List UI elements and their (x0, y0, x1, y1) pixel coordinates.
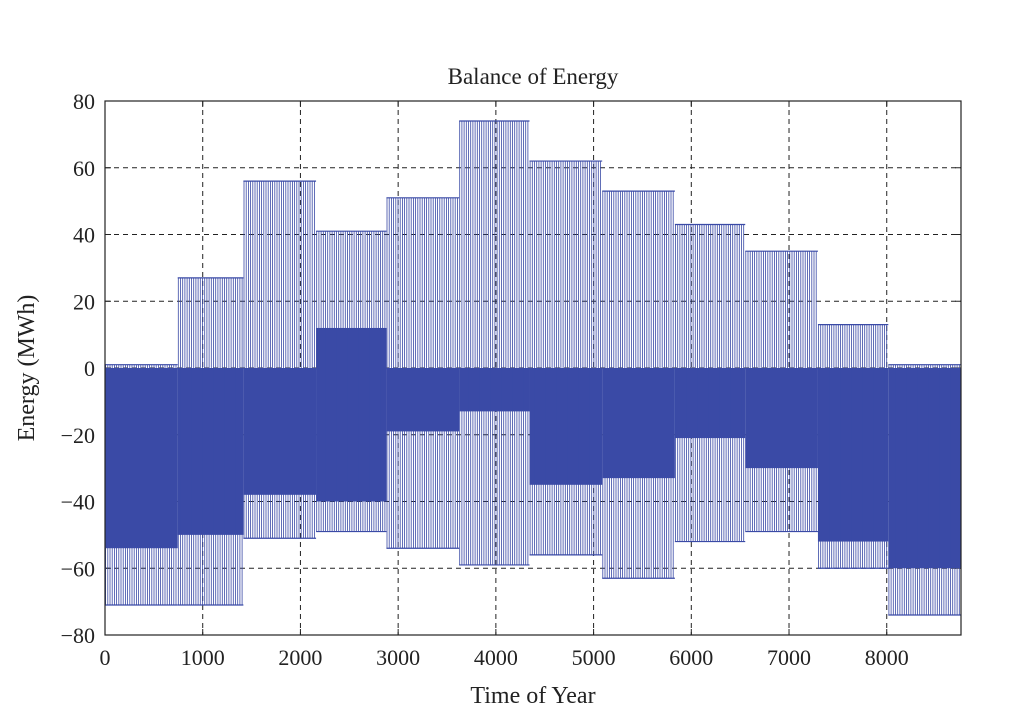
x-axis-label: Time of Year (470, 683, 595, 709)
month-block (243, 180, 317, 539)
month-block (817, 324, 889, 569)
y-tick-labels: −80 −60 −40 −20 0 20 40 60 80 (61, 89, 95, 648)
month-block (529, 160, 603, 556)
plot-frame (104, 100, 962, 636)
month-block (602, 190, 675, 579)
y-tick-label: 20 (73, 289, 95, 314)
month-block (888, 364, 961, 616)
hourly-spikes (529, 161, 601, 555)
y-tick-label: −40 (61, 490, 95, 515)
y-tick-label: −60 (61, 556, 95, 581)
hourly-spikes (459, 121, 529, 565)
dense-core-bar (602, 368, 675, 479)
dense-core-bar (105, 368, 178, 549)
hourly-spikes (745, 251, 817, 532)
hourly-spikes (316, 231, 386, 532)
y-tick-label: −80 (61, 623, 95, 648)
month-block (105, 364, 178, 606)
hourly-spikes (888, 364, 960, 615)
x-tick-label: 1000 (181, 645, 225, 670)
x-tick-label: 4000 (474, 645, 518, 670)
hourly-spikes (818, 324, 888, 569)
month-block (745, 250, 818, 533)
hourly-spikes (386, 197, 458, 549)
x-tick-label: 7000 (767, 645, 811, 670)
month-block (459, 120, 530, 566)
chart-title: Balance of Energy (448, 64, 619, 89)
x-tick-label: 6000 (669, 645, 713, 670)
x-tick-labels: 0 1000 2000 3000 4000 5000 6000 7000 8000 (100, 645, 909, 670)
dense-core-bar (888, 368, 961, 569)
x-tick-label: 2000 (278, 645, 322, 670)
hourly-spikes (602, 191, 674, 579)
month-block (674, 223, 746, 543)
month-block (177, 277, 244, 606)
month-block (386, 197, 460, 549)
y-axis-label: Energy (MWh) (14, 295, 40, 442)
data-layer (105, 120, 961, 616)
dense-core-bar (529, 368, 603, 485)
dense-core-bar (745, 368, 818, 469)
hourly-spikes (177, 277, 243, 605)
x-tick-label: 8000 (865, 645, 909, 670)
y-tick-label: −20 (61, 423, 95, 448)
hourly-spikes (243, 181, 315, 539)
dense-core-bar (386, 368, 460, 432)
month-block (316, 230, 387, 533)
x-tick-label: 5000 (572, 645, 616, 670)
x-tick-label: 3000 (376, 645, 420, 670)
y-tick-label: 60 (73, 156, 95, 181)
hourly-spikes (675, 224, 745, 542)
y-tick-label: 80 (73, 89, 95, 114)
dense-core-bar (177, 368, 244, 535)
dense-core-bar (243, 368, 317, 495)
y-tick-label: 40 (73, 223, 95, 248)
y-tick-label: 0 (84, 356, 95, 381)
x-tick-label: 0 (100, 645, 111, 670)
